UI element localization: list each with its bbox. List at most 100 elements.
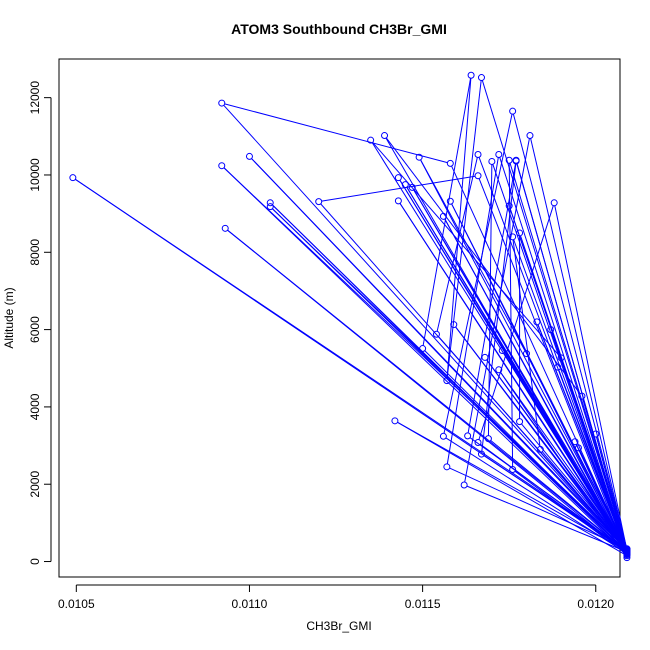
series-segment xyxy=(478,178,627,554)
series-points xyxy=(69,71,631,562)
data-point xyxy=(266,203,274,211)
x-tick-label: 0.0110 xyxy=(232,597,268,611)
data-point xyxy=(266,199,274,207)
data-point xyxy=(574,444,582,452)
series-segment xyxy=(436,157,478,332)
series-segment xyxy=(321,175,476,202)
series-segment xyxy=(499,157,627,550)
data-point xyxy=(477,74,485,82)
data-point xyxy=(218,162,226,170)
series-segment xyxy=(445,437,625,553)
data-point xyxy=(495,150,503,158)
data-point xyxy=(474,438,482,446)
series-segment xyxy=(372,142,560,356)
data-point xyxy=(432,330,440,338)
data-point xyxy=(547,326,555,334)
data-point xyxy=(509,466,517,474)
data-point xyxy=(419,345,427,353)
data-point xyxy=(394,197,402,205)
series-segment xyxy=(466,485,625,552)
plot-frame xyxy=(58,58,621,578)
series-segment xyxy=(446,78,472,378)
series-segment xyxy=(514,470,625,554)
series-segment xyxy=(516,163,627,549)
series-segment xyxy=(443,114,513,434)
y-axis-label: Altitude (m) xyxy=(2,287,16,348)
y-tick-label: 6000 xyxy=(28,316,42,343)
series-segment xyxy=(424,350,626,551)
data-point xyxy=(557,354,565,362)
data-point xyxy=(512,157,520,165)
y-tick-label: 4000 xyxy=(28,393,42,420)
series-segment xyxy=(512,239,541,447)
series-segment xyxy=(558,369,627,551)
data-point xyxy=(505,156,513,164)
series-segment xyxy=(530,138,627,549)
series-segment xyxy=(464,138,530,483)
series-segment xyxy=(422,78,472,346)
series-segment xyxy=(397,421,625,551)
series-segment xyxy=(490,440,625,550)
data-point xyxy=(245,152,253,160)
data-point xyxy=(394,174,402,182)
data-point xyxy=(488,157,496,165)
data-point xyxy=(623,554,631,562)
series-segment xyxy=(227,229,625,553)
data-point xyxy=(443,463,451,471)
data-point xyxy=(516,229,524,237)
data-point xyxy=(523,350,530,358)
data-point xyxy=(439,432,447,440)
data-point xyxy=(408,183,416,191)
chart-title: ATOM3 Southbound CH3Br_GMI xyxy=(231,21,447,37)
series-segment xyxy=(224,103,448,164)
data-point xyxy=(460,481,468,489)
data-point xyxy=(498,346,506,354)
data-point xyxy=(446,159,454,167)
series-segment xyxy=(446,157,499,464)
data-point xyxy=(474,150,482,158)
data-point xyxy=(484,435,492,443)
data-point xyxy=(464,432,472,440)
series-segment xyxy=(397,421,625,555)
data-point xyxy=(533,318,541,326)
data-point xyxy=(381,132,389,140)
data-point xyxy=(446,197,454,205)
data-point xyxy=(505,202,513,210)
series-segment xyxy=(541,451,626,550)
data-point xyxy=(495,366,503,374)
series-lines xyxy=(75,78,627,556)
series-segment xyxy=(420,159,626,550)
data-point xyxy=(367,136,375,144)
data-point xyxy=(477,450,485,458)
data-point xyxy=(474,172,482,180)
data-point xyxy=(509,233,517,241)
data-point xyxy=(623,549,631,557)
series-segment xyxy=(455,326,626,550)
series-segment xyxy=(487,164,493,436)
data-point xyxy=(221,224,229,232)
data-point xyxy=(439,212,447,220)
data-point xyxy=(415,153,423,161)
data-point xyxy=(571,438,579,446)
series-segment xyxy=(554,205,627,548)
data-point xyxy=(218,99,226,107)
data-point xyxy=(450,321,458,329)
x-axis-label: CH3Br_GMI xyxy=(306,619,371,633)
x-tick-label: 0.0105 xyxy=(58,597,95,611)
series-segment xyxy=(512,113,627,547)
series-segment xyxy=(223,167,626,553)
x-tick-label: 0.0115 xyxy=(405,597,441,611)
data-point xyxy=(69,174,77,182)
data-point xyxy=(467,71,475,79)
series-segment xyxy=(500,371,626,556)
series-segment xyxy=(508,163,514,467)
y-tick-label: 10000 xyxy=(28,158,42,192)
series-segment xyxy=(451,203,627,548)
series-segment xyxy=(509,208,627,547)
data-point xyxy=(443,377,451,385)
data-point xyxy=(554,363,562,371)
x-axis: 0.0105 0.0110 0.0115 0.0120 xyxy=(58,584,614,611)
series-segment xyxy=(251,158,626,549)
